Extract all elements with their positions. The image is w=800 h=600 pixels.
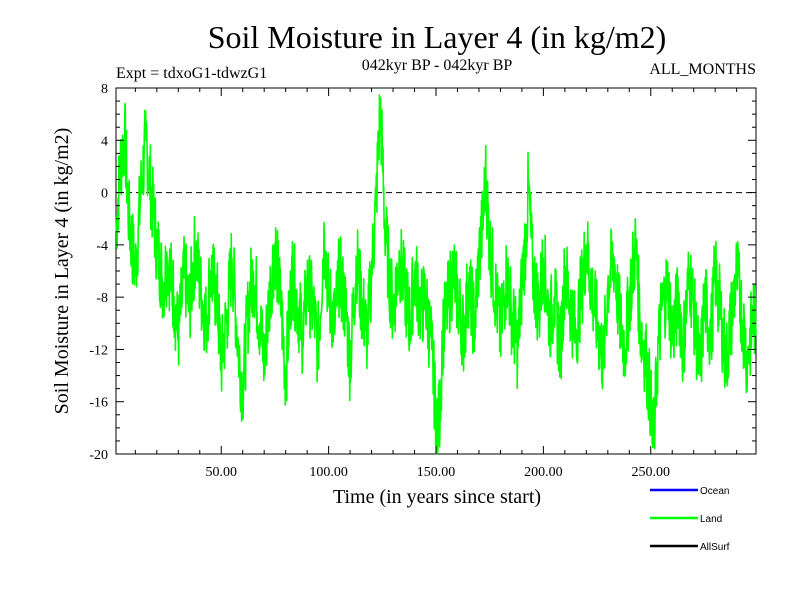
y-tick-label: 4 bbox=[101, 134, 108, 149]
legend-label-allsurf: AllSurf bbox=[700, 542, 730, 553]
series-line-land bbox=[115, 94, 757, 455]
legend-label-land: Land bbox=[700, 514, 722, 525]
y-axis: 8 4 0 -4 -8 -12 -16 -20 bbox=[89, 82, 756, 463]
series-layer bbox=[115, 94, 757, 455]
y-tick-label: -12 bbox=[89, 343, 108, 358]
x-tick-label: 250.00 bbox=[632, 465, 671, 480]
y-tick-label: -4 bbox=[96, 239, 108, 254]
x-tick-label: 200.00 bbox=[524, 465, 563, 480]
x-axis-label: Time (in years since start) bbox=[333, 486, 541, 508]
x-tick-label: 150.00 bbox=[417, 465, 456, 480]
y-tick-label: -16 bbox=[89, 396, 108, 411]
chart-title: Soil Moisture in Layer 4 (in kg/m2) bbox=[208, 19, 667, 55]
chart-subtitle-left: Expt = tdxoG1-tdwzG1 bbox=[116, 65, 267, 82]
chart-subtitle-right: ALL_MONTHS bbox=[649, 61, 756, 78]
x-tick-label: 100.00 bbox=[309, 465, 348, 480]
legend: Ocean Land AllSurf bbox=[650, 486, 730, 553]
y-tick-label: 8 bbox=[101, 82, 108, 97]
legend-label-ocean: Ocean bbox=[700, 486, 729, 497]
y-tick-label: 0 bbox=[101, 187, 108, 202]
x-axis: 50.00 100.00 150.00 200.00 250.00 bbox=[134, 88, 738, 480]
y-tick-label: -20 bbox=[89, 448, 108, 463]
y-tick-label: -8 bbox=[96, 291, 108, 306]
y-axis-label: Soil Moisture in Layer 4 (in kg/m2) bbox=[51, 128, 73, 415]
chart-subtitle-center: 042kyr BP - 042kyr BP bbox=[362, 57, 513, 74]
x-tick-label: 50.00 bbox=[205, 465, 237, 480]
